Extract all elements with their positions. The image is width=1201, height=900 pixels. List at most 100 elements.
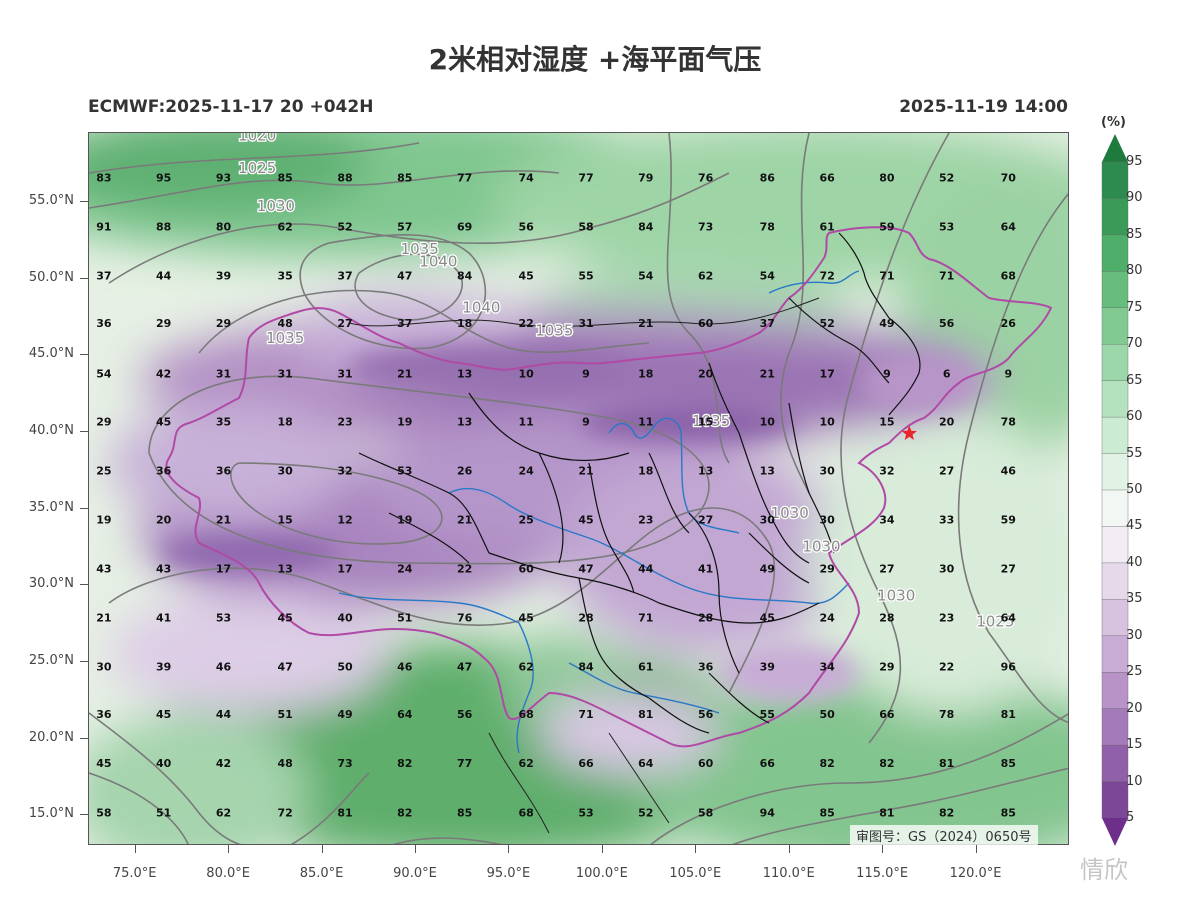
colorbar-segment <box>1101 380 1129 418</box>
isobar-label: 1030 <box>877 587 915 605</box>
humidity-value: 82 <box>819 757 834 770</box>
humidity-value: 37 <box>337 270 352 283</box>
humidity-value: 86 <box>760 172 776 185</box>
humidity-value: 95 <box>156 172 171 185</box>
humidity-value: 76 <box>457 612 473 625</box>
humidity-value: 21 <box>457 513 472 526</box>
humidity-value: 60 <box>698 757 714 770</box>
humidity-value: 31 <box>578 317 593 330</box>
humidity-value: 77 <box>457 757 472 770</box>
longitude-label: 105.0°E <box>669 866 722 881</box>
colorbar-segment <box>1101 416 1129 455</box>
colorbar-tick-label: 50 <box>1126 482 1143 497</box>
humidity-value: 62 <box>278 221 293 234</box>
humidity-value: 21 <box>216 513 231 526</box>
map-frame: 1020 1025 1030 1035 1040 1040 1035 1035 1035 1030… <box>88 132 1069 845</box>
humidity-value: 9 <box>1004 368 1012 381</box>
humidity-value: 81 <box>337 806 352 819</box>
humidity-value: 50 <box>819 708 835 721</box>
humidity-value: 18 <box>278 415 293 428</box>
humidity-value: 62 <box>698 270 713 283</box>
humidity-value: 21 <box>397 368 412 381</box>
humidity-value: 28 <box>578 612 593 625</box>
latitude-tick <box>80 584 88 586</box>
humidity-value: 20 <box>156 513 172 526</box>
humidity-value: 50 <box>337 661 353 674</box>
humidity-value: 43 <box>96 563 111 576</box>
humidity-value: 10 <box>760 415 776 428</box>
humidity-value: 21 <box>760 368 775 381</box>
latitude-label: 35.0°N <box>28 499 74 515</box>
humidity-value: 96 <box>1001 661 1017 674</box>
latitude-label: 40.0°N <box>28 423 74 438</box>
humidity-value: 54 <box>760 270 776 283</box>
colorbar-tick-label: 85 <box>1126 226 1143 242</box>
humidity-value: 45 <box>156 415 171 428</box>
longitude-tick <box>415 845 416 853</box>
humidity-value: 78 <box>760 221 775 234</box>
humidity-value: 30 <box>278 464 294 477</box>
humidity-value: 58 <box>578 221 593 234</box>
humidity-value: 85 <box>819 806 834 819</box>
humidity-value: 29 <box>216 317 231 330</box>
humidity-value: 13 <box>457 368 472 381</box>
humidity-value: 26 <box>1001 317 1017 330</box>
humidity-value: 71 <box>879 270 894 283</box>
latitude-tick <box>80 814 88 816</box>
humidity-value: 53 <box>216 612 231 625</box>
humidity-value: 48 <box>278 317 293 330</box>
humidity-value: 43 <box>156 563 171 576</box>
humidity-value: 85 <box>278 172 293 185</box>
humidity-value: 44 <box>156 270 172 283</box>
humidity-value: 69 <box>457 221 472 234</box>
humidity-value: 49 <box>760 563 775 576</box>
humidity-value: 27 <box>337 317 352 330</box>
humidity-value: 21 <box>638 317 653 330</box>
latitude-label: 15.0°N <box>28 806 74 822</box>
humidity-value: 28 <box>698 612 713 625</box>
humidity-value: 47 <box>278 661 293 674</box>
latitude-tick <box>80 431 88 432</box>
colorbar-unit: (%) <box>1101 115 1126 130</box>
humidity-value: 9 <box>582 368 590 381</box>
humidity-value: 18 <box>638 464 653 477</box>
humidity-value: 47 <box>578 563 593 576</box>
humidity-value: 11 <box>519 415 534 428</box>
humidity-value: 32 <box>337 464 352 477</box>
humidity-value: 68 <box>1001 270 1016 283</box>
humidity-value: 80 <box>216 221 232 234</box>
humidity-value: 57 <box>397 221 412 234</box>
humidity-value: 10 <box>819 415 835 428</box>
humidity-value: 62 <box>519 757 534 770</box>
humidity-value: 77 <box>578 172 593 185</box>
humidity-value: 56 <box>519 221 535 234</box>
humidity-value: 47 <box>397 270 412 283</box>
humidity-value: 27 <box>939 464 954 477</box>
colorbar-segment <box>1101 489 1129 528</box>
humidity-value: 52 <box>638 806 653 819</box>
longitude-label: 75.0°E <box>112 866 157 881</box>
humidity-value: 28 <box>879 612 894 625</box>
longitude-label: 120.0°E <box>949 866 1002 881</box>
latitude-label: 20.0°N <box>28 729 74 745</box>
humidity-value: 11 <box>638 415 653 428</box>
longitude-tick <box>788 845 790 853</box>
humidity-value: 53 <box>578 806 593 819</box>
humidity-value: 30 <box>939 563 955 576</box>
humidity-value: 13 <box>760 464 775 477</box>
humidity-value: 39 <box>216 270 231 283</box>
humidity-value: 29 <box>819 563 834 576</box>
longitude-label: 85.0°E <box>299 866 344 881</box>
colorbar-tick-label: 55 <box>1126 445 1143 461</box>
humidity-value: 19 <box>397 513 412 526</box>
humidity-value: 21 <box>578 464 593 477</box>
humidity-value: 46 <box>397 661 413 674</box>
humidity-value: 45 <box>156 708 171 721</box>
humidity-value: 27 <box>879 563 894 576</box>
humidity-value: 46 <box>1001 464 1017 477</box>
longitude-label: 100.0°E <box>575 866 628 881</box>
humidity-value: 85 <box>397 172 412 185</box>
longitude-tick <box>695 845 697 853</box>
humidity-value: 49 <box>879 317 894 330</box>
